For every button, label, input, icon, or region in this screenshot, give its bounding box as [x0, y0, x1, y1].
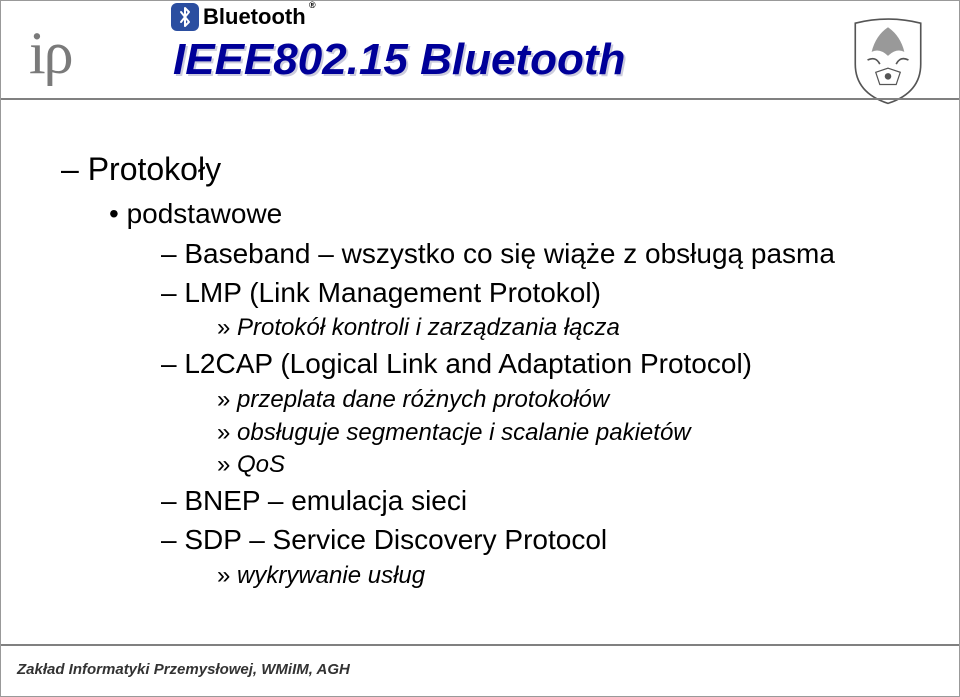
bullet-level3: Baseband – wszystko co się wiąże z obsłu… [161, 236, 911, 272]
bullet-level4: QoS [217, 450, 911, 481]
bullet-level3: L2CAP (Logical Link and Adaptation Proto… [161, 346, 911, 382]
bullet-level3: LMP (Link Management Protokol) [161, 275, 911, 311]
bullet-level2: podstawowe [109, 196, 911, 232]
bullet-level4: obsługuje segmentacje i scalanie pakietó… [217, 418, 911, 449]
bullet-level1: Protokoły [61, 149, 911, 190]
bullet-level4: przeplata dane różnych protokołów [217, 385, 911, 416]
slide-title: IEEE802.15 Bluetooth [173, 35, 625, 85]
registered-mark: ® [309, 0, 316, 10]
bullet-level3: SDP – Service Discovery Protocol [161, 522, 911, 558]
bluetooth-brand: Bluetooth® [171, 3, 306, 31]
slide-content: Protokoły podstawowe Baseband – wszystko… [61, 149, 911, 594]
footer-text: Zakład Informatyki Przemysłowej, WMiIM, … [17, 661, 350, 678]
bluetooth-icon [171, 3, 199, 31]
crest-icon [845, 15, 931, 105]
header: iρ Bluetooth® IEEE802.15 Bluetooth [1, 1, 959, 131]
bluetooth-glyph-icon [177, 6, 193, 28]
bluetooth-wordmark: Bluetooth® [203, 4, 306, 30]
footer-divider [1, 644, 959, 646]
logo-left: iρ [29, 19, 72, 88]
header-divider [1, 98, 959, 100]
bullet-level4: wykrywanie usług [217, 561, 911, 592]
bullet-level3: BNEP – emulacja sieci [161, 483, 911, 519]
bullet-level4: Protokół kontroli i zarządzania łącza [217, 313, 911, 344]
